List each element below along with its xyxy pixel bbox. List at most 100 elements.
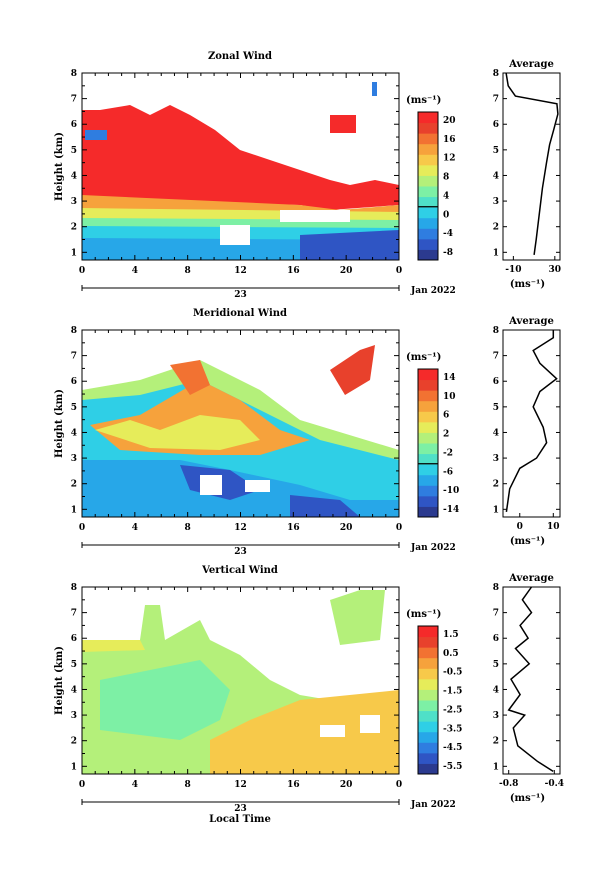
y-tick-label: 2 — [71, 480, 77, 490]
x-tick-label: 0 — [79, 780, 85, 790]
colorbar-label: 12 — [443, 154, 456, 164]
average-y-tick-label: 3 — [493, 454, 499, 464]
colorbar-label: -14 — [443, 505, 459, 515]
colorbar: (ms⁻¹)1.5 0.5 -0.5 -1.5 -2.5 -3.5 -4.5 -5.5 — [406, 609, 462, 775]
y-tick-label: 5 — [71, 660, 77, 670]
x-tick-label: 0 — [396, 523, 402, 533]
average-x-tick-label: -0.8 — [499, 779, 518, 789]
x-tick-label: 0 — [79, 266, 85, 276]
meridional-field-core-red — [170, 360, 210, 395]
meridional-field-gap-2 — [245, 480, 270, 492]
meridional-field-upper-red — [330, 345, 375, 395]
x-tick-label: 4 — [132, 523, 138, 533]
average-profile-line — [507, 586, 554, 773]
vertical-field-gap-1 — [320, 725, 345, 737]
vertical-frame — [81, 586, 400, 775]
x-tick-label: 20 — [340, 266, 353, 276]
vertical-field — [82, 587, 399, 774]
average-title: Average — [508, 59, 554, 70]
average-x-tick-label: -10 — [505, 265, 521, 275]
y-tick-label: 1 — [71, 762, 77, 772]
y-tick-label: 2 — [71, 223, 77, 233]
colorbar-swatch — [418, 164, 438, 176]
colorbar-swatch — [418, 678, 438, 690]
average-y-tick-label: 7 — [493, 95, 499, 105]
colorbar-swatch — [418, 432, 438, 444]
colorbar-label: 1.5 — [443, 630, 459, 640]
y-tick-label: 6 — [71, 634, 77, 644]
average-y-tick-label: 6 — [493, 120, 499, 130]
colorbar-unit: (ms⁻¹) — [406, 352, 441, 363]
colorbar-swatch — [418, 700, 438, 712]
colorbar-label: -8 — [443, 248, 453, 258]
colorbar-swatch — [418, 238, 438, 250]
colorbar-label: 14 — [443, 373, 456, 383]
colorbar-swatch — [418, 207, 438, 219]
y-tick-label: 4 — [71, 428, 77, 438]
y-tick-label: 3 — [71, 711, 77, 721]
y-tick-label: 6 — [71, 377, 77, 387]
vertical-field-upper-patch — [330, 590, 385, 645]
y-tick-label: 1 — [71, 248, 77, 258]
average-xlabel: (ms⁻¹) — [510, 536, 545, 547]
colorbar-swatch — [418, 186, 438, 198]
colorbar-unit: (ms⁻¹) — [406, 95, 441, 106]
colorbar-swatch — [418, 495, 438, 507]
average-y-tick-label: 2 — [493, 737, 499, 747]
y-tick-label: 1 — [71, 505, 77, 515]
zonal-frame — [81, 72, 400, 261]
average-y-tick-label: 1 — [493, 762, 499, 772]
average-y-tick-label: 5 — [493, 660, 499, 670]
average-y-tick-label: 4 — [493, 171, 499, 181]
y-tick-label: 6 — [71, 120, 77, 130]
colorbar-swatch — [418, 657, 438, 669]
average-y-tick-label: 1 — [493, 505, 499, 515]
average-profile-panel: Average 1 2 3 4 5 6 7 8 -10 30 (ms⁻¹) — [493, 59, 561, 290]
zonal-field-easterly — [82, 105, 399, 210]
colorbar-label: 20 — [443, 116, 456, 126]
x-tick-label: 20 — [340, 523, 353, 533]
average-x-tick-label: 10 — [547, 522, 560, 532]
zonal-field-upper-patch-1 — [85, 130, 107, 140]
colorbar-swatch — [418, 485, 438, 497]
zonal-field-westerly — [300, 230, 399, 260]
colorbar-swatch — [418, 249, 438, 261]
x-tick-label: 16 — [287, 266, 300, 276]
colorbar-unit: (ms⁻¹) — [406, 609, 441, 620]
average-y-tick-label: 3 — [493, 711, 499, 721]
vertical-field-band-cyan — [100, 660, 230, 740]
colorbar-swatch — [418, 474, 438, 486]
colorbar-frame — [417, 625, 439, 775]
average-y-tick-label: 4 — [493, 428, 499, 438]
x-tick-label: 0 — [396, 266, 402, 276]
colorbar-label: -5.5 — [443, 762, 462, 772]
y-tick-label: 4 — [71, 685, 77, 695]
colorbar-label: 6 — [443, 411, 449, 421]
colorbar-swatch — [418, 122, 438, 134]
average-title: Average — [508, 573, 554, 584]
month-label: Jan 2022 — [410, 800, 456, 810]
date-label: 23 — [234, 547, 247, 557]
colorbar-swatch — [418, 647, 438, 659]
vertical-field-band-orange — [210, 690, 399, 774]
colorbar-label: 2 — [443, 430, 449, 440]
zonal-title: Zonal Wind — [208, 51, 272, 62]
y-tick-label: 4 — [71, 171, 77, 181]
zonal-field-gap-1 — [220, 225, 250, 245]
vertical-field-gap-2 — [360, 715, 380, 733]
colorbar-swatch — [418, 506, 438, 518]
date-label: 23 — [234, 290, 247, 300]
colorbar-swatch — [418, 443, 438, 455]
colorbar-swatch — [418, 710, 438, 722]
x-tick-label: 12 — [234, 780, 247, 790]
average-frame — [502, 72, 561, 261]
average-y-tick-label: 5 — [493, 403, 499, 413]
meridional-title: Meridional Wind — [193, 308, 287, 319]
x-tick-label: 16 — [287, 523, 300, 533]
date-label: 23 — [234, 804, 247, 814]
colorbar-swatch — [418, 752, 438, 764]
colorbar-label: -3.5 — [443, 724, 462, 734]
